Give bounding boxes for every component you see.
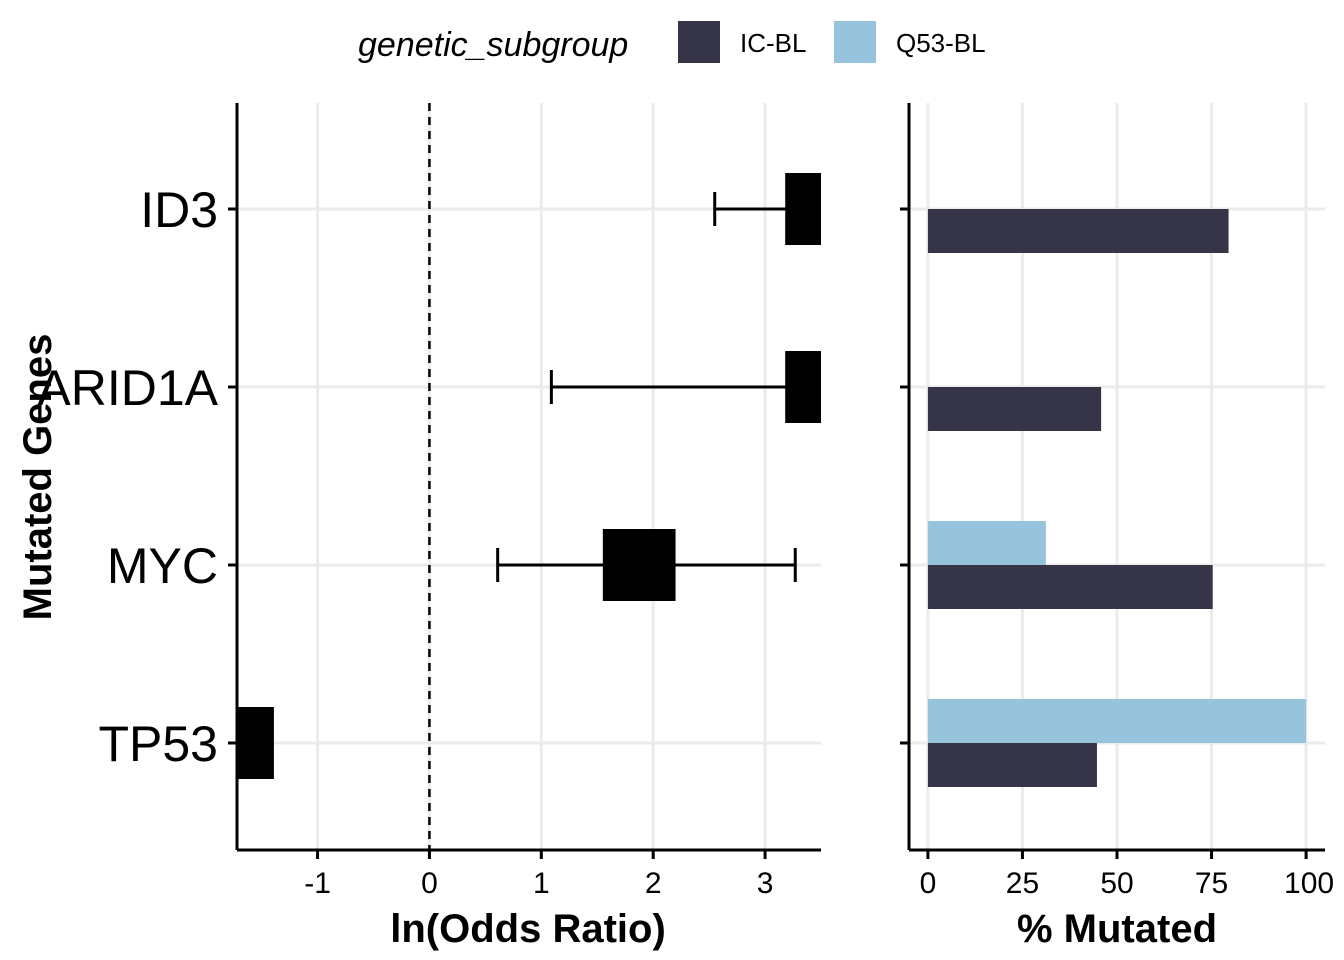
y-axis-title: Mutated Genes: [16, 334, 60, 621]
legend-item-ic-bl: IC-BL: [678, 21, 806, 63]
bar-q53-myc: [927, 521, 1046, 565]
bar-marks: [927, 209, 1307, 787]
estimate-box: [237, 707, 274, 779]
forest-panel: -1 0 1 2 3 ID3 ARID1A MYC TP53 ln(Odds Ratio) Mu…: [16, 103, 821, 951]
bar-x-tick-label: 50: [1100, 867, 1133, 900]
forest-x-tick-label: 0: [421, 867, 438, 900]
legend-item-q53-bl: Q53-BL: [834, 21, 986, 63]
forest-x-tick-label: -1: [304, 867, 331, 900]
bar-icbl-id3: [927, 209, 1229, 253]
gene-label-id3: ID3: [140, 182, 218, 238]
bar-x-tick-label: 25: [1006, 867, 1039, 900]
gene-label-myc: MYC: [107, 538, 218, 594]
estimate-box: [785, 351, 821, 423]
bar-panel: 0 25 50 75 100 % Mutated: [900, 103, 1334, 951]
bar-axes: 0 25 50 75 100: [900, 103, 1334, 900]
bar-icbl-myc: [927, 565, 1213, 609]
estimate-box: [602, 529, 676, 601]
forest-axes: -1 0 1 2 3 ID3 ARID1A MYC TP53: [37, 103, 821, 900]
legend-key: [678, 21, 720, 63]
gene-label-tp53: TP53: [98, 716, 218, 772]
bar-q53-tp53: [927, 699, 1307, 743]
forest-row-tp53: [237, 707, 274, 779]
bar-x-tick-label: 0: [920, 867, 937, 900]
bar-icbl-tp53: [927, 743, 1097, 787]
forest-row-id3: [713, 173, 821, 245]
forest-x-tick-label: 2: [645, 867, 662, 900]
legend-label: Q53-BL: [896, 28, 986, 58]
forest-x-tick-label: 3: [757, 867, 774, 900]
bar-x-tick-label: 75: [1195, 867, 1228, 900]
bar-x-tick-label: 100: [1284, 867, 1334, 900]
legend: genetic_subgroup IC-BL Q53-BL: [358, 21, 986, 64]
legend-title: genetic_subgroup: [358, 26, 628, 64]
bar-x-axis-title: % Mutated: [1017, 907, 1217, 951]
forest-x-axis-title: ln(Odds Ratio): [390, 907, 666, 951]
legend-label: IC-BL: [740, 28, 806, 58]
forest-grid: [237, 103, 821, 850]
bar-icbl-arid1a: [927, 387, 1102, 431]
estimate-box: [785, 173, 821, 245]
forest-marks: [237, 173, 821, 779]
forest-x-tick-label: 1: [533, 867, 550, 900]
forest-row-myc: [496, 529, 797, 601]
gene-label-arid1a: ARID1A: [37, 360, 218, 416]
forest-row-arid1a: [549, 351, 821, 423]
legend-key: [834, 21, 876, 63]
